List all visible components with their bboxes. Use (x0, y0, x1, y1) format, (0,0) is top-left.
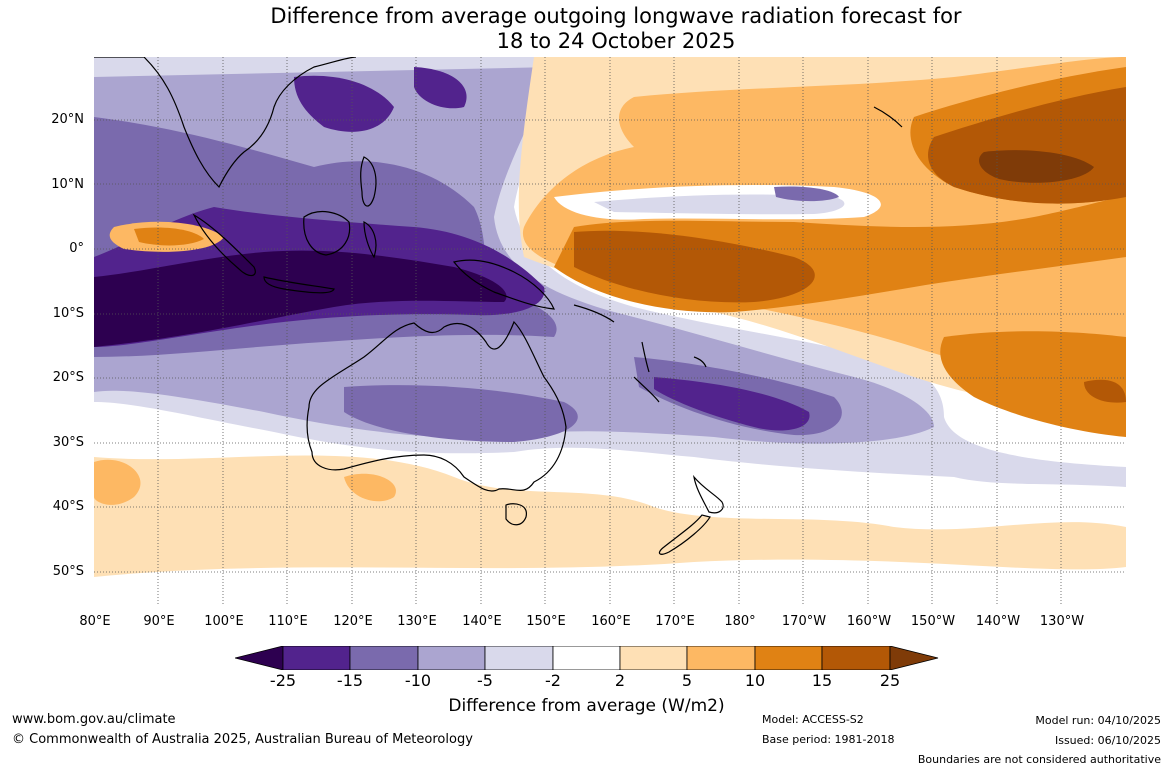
indian-ocean-dark-orange (134, 227, 204, 246)
colorbar-swatch-3 (417, 646, 486, 670)
new-guinea-coast (452, 259, 555, 310)
mainland-asia-coast (94, 57, 357, 189)
colorbar-label-7: 10 (744, 671, 766, 690)
lat-label-50s: 50°S (52, 564, 84, 579)
lon-label-170e: 170°E (655, 614, 695, 629)
purple-australia (344, 385, 578, 442)
lon-label-140e: 140°E (462, 614, 502, 629)
tasmania-coast (505, 503, 527, 526)
purple-north-2 (414, 67, 467, 109)
title-line-1: Difference from average outgoing longwav… (270, 4, 962, 28)
colorbar-swatch-6 (619, 646, 688, 670)
graticule (94, 57, 1126, 605)
colorbar-swatch-10 (889, 646, 939, 670)
lon-label-130w: 130°W (1039, 614, 1085, 629)
fiji (693, 356, 707, 368)
pacific-purple-streak (774, 186, 839, 202)
solomon-islands (573, 304, 615, 323)
chart-title: Difference from average outgoing longwav… (0, 4, 1173, 54)
colorbar-label-1: -15 (336, 671, 364, 690)
sumatra-coast (192, 213, 256, 277)
base-period: Base period: 1981-2018 (762, 733, 895, 746)
lon-label-90e: 90°E (143, 614, 175, 629)
colorbar-title: Difference from average (W/m2) (448, 696, 725, 716)
colorbar-label-4: -2 (545, 671, 561, 690)
website-link[interactable]: www.bom.gov.au/climate (12, 712, 176, 727)
lon-label-110e: 110°E (268, 614, 308, 629)
lon-label-160w: 160°W (846, 614, 892, 629)
colorbar-swatch-8 (754, 646, 823, 670)
lon-label-170w: 170°W (781, 614, 827, 629)
new-zealand-south (658, 514, 711, 555)
colorbar-label-9: 25 (879, 671, 901, 690)
colorbar-swatch-4 (484, 646, 554, 670)
lat-label-0: 0° (69, 241, 84, 256)
issued-date: Issued: 06/10/2025 (1054, 734, 1161, 747)
lat-label-10n: 10°N (51, 177, 84, 192)
hawaii (873, 106, 903, 128)
lon-label-150w: 150°W (910, 614, 956, 629)
colorbar-swatch-2 (349, 646, 419, 670)
copyright: © Commonwealth of Australia 2025, Austra… (12, 732, 473, 747)
colorbar-label-8: 15 (811, 671, 833, 690)
colorbar-swatch-0 (235, 646, 284, 670)
model-name: Model: ACCESS-S2 (762, 713, 864, 726)
anomaly-map (94, 57, 1126, 605)
deep-purple-core (94, 250, 507, 347)
boundaries-disclaimer: Boundaries are not considered authoritat… (917, 753, 1161, 766)
colorbar-swatch-1 (282, 646, 351, 670)
new-zealand-north (693, 474, 724, 514)
sulawesi-coast (363, 221, 377, 259)
lon-label-140w: 140°W (975, 614, 1021, 629)
new-caledonia (633, 376, 660, 403)
java-coast (263, 276, 335, 294)
lon-label-150e: 150°E (526, 614, 566, 629)
purple-coral-core (654, 377, 810, 431)
orange-east-lower-2 (1084, 379, 1126, 403)
lat-label-30s: 30°S (52, 435, 84, 450)
lat-label-20n: 20°N (51, 112, 84, 127)
lon-label-120e: 120°E (333, 614, 373, 629)
south-orange-patch-1 (94, 459, 141, 505)
lavender-mid (94, 67, 934, 444)
colorbar-label-5: 2 (614, 671, 626, 690)
lon-label-160e: 160°E (591, 614, 631, 629)
colorbar-label-6: 5 (681, 671, 693, 690)
philippines-coast (360, 156, 377, 207)
vanuatu (641, 341, 650, 373)
colorbar-label-3: -5 (477, 671, 493, 690)
pacific-deepest-orange (979, 150, 1094, 183)
lon-label-80e: 80°E (79, 614, 111, 629)
australia-coast (306, 320, 567, 492)
orange-east-lower (940, 331, 1126, 437)
lat-label-10s: 10°S (52, 306, 84, 321)
colorbar-swatch-5 (552, 646, 621, 670)
lon-label-100e: 100°E (204, 614, 244, 629)
colorbar-swatch-9 (821, 646, 891, 670)
colorbar (235, 646, 939, 670)
lon-label-180: 180° (724, 614, 756, 629)
model-run-date: Model run: 04/10/2025 (1035, 714, 1161, 727)
borneo-coast (303, 210, 351, 256)
title-line-2: 18 to 24 October 2025 (496, 29, 736, 53)
lon-label-130e: 130°E (397, 614, 437, 629)
south-orange-patch-2 (344, 473, 396, 502)
colorbar-swatch-7 (686, 646, 756, 670)
colorbar-label-0: -25 (269, 671, 297, 690)
lat-label-20s: 20°S (52, 370, 84, 385)
colorbar-label-2: -10 (404, 671, 432, 690)
pacific-lavender-tongue-inner (594, 194, 845, 215)
purple-north-scs (294, 75, 394, 132)
lat-label-40s: 40°S (52, 499, 84, 514)
coastlines (94, 57, 903, 555)
